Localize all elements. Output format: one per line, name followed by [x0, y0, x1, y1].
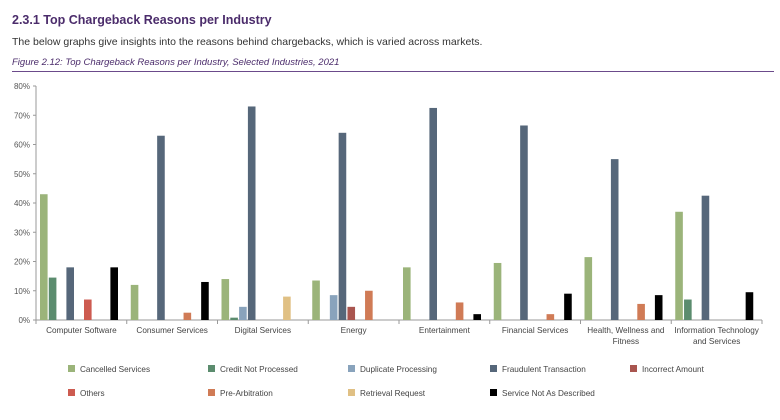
legend-swatch [490, 389, 497, 396]
bar-cancelled-services [312, 280, 320, 320]
category-label: Fitness [613, 337, 639, 346]
bar-pre-arbitration [546, 314, 555, 320]
legend-swatch [68, 365, 75, 372]
bar-fraudulent-transaction [247, 106, 256, 320]
bar-retrieval-request [283, 296, 291, 320]
bar-service-not-as-described [473, 314, 481, 320]
category-label: Financial Services [502, 326, 568, 335]
y-tick-label: 60% [14, 141, 30, 150]
bar-credit-not-processed [230, 317, 238, 320]
bar-pre-arbitration [637, 303, 645, 320]
bar-cancelled-services [130, 284, 139, 320]
category-label: Information Technology [674, 326, 759, 335]
bar-others [84, 299, 92, 320]
legend-swatch [208, 389, 215, 396]
y-tick-label: 10% [14, 287, 30, 296]
y-tick-label: 40% [14, 199, 30, 208]
bar-fraudulent-transaction [338, 132, 347, 320]
bar-duplicate-processing [239, 306, 247, 320]
category-label: and Services [693, 337, 740, 346]
bar-duplicate-processing [329, 295, 338, 320]
bar-service-not-as-described [201, 281, 209, 320]
category-label: Entertainment [419, 326, 471, 335]
bar-cancelled-services [40, 194, 48, 320]
y-tick-label: 80% [14, 82, 30, 91]
bar-credit-not-processed [684, 299, 692, 320]
bar-pre-arbitration [455, 302, 464, 320]
legend-label: Others [80, 389, 105, 398]
legend-label: Service Not As Described [502, 389, 595, 398]
bar-fraudulent-transaction [520, 125, 528, 320]
category-label: Digital Services [235, 326, 291, 335]
bar-service-not-as-described [654, 295, 663, 320]
bar-fraudulent-transaction [429, 107, 437, 320]
y-tick-label: 20% [14, 258, 30, 267]
category-label: Energy [341, 326, 368, 335]
bar-cancelled-services [675, 211, 683, 320]
legend-label: Incorrect Amount [642, 365, 705, 374]
y-tick-label: 0% [18, 316, 30, 325]
y-tick-label: 30% [14, 228, 30, 237]
section-title: 2.3.1 Top Chargeback Reasons per Industr… [12, 13, 272, 27]
intro-text: The below graphs give insights into the … [12, 36, 483, 48]
bar-fraudulent-transaction [66, 267, 74, 320]
legend-label: Retrieval Request [360, 389, 426, 398]
y-tick-label: 50% [14, 170, 30, 179]
legend-swatch [490, 365, 497, 372]
bar-incorrect-amount [347, 306, 356, 320]
bar-fraudulent-transaction [701, 195, 710, 320]
bar-credit-not-processed [48, 277, 57, 320]
legend-swatch [68, 389, 75, 396]
bar-cancelled-services [584, 257, 593, 320]
category-label: Health, Wellness and [587, 326, 665, 335]
legend-label: Duplicate Processing [360, 365, 437, 374]
legend-swatch [348, 365, 355, 372]
bar-fraudulent-transaction [157, 135, 165, 320]
figure-caption: Figure 2.12: Top Chargeback Reasons per … [12, 57, 340, 68]
legend-swatch [208, 365, 215, 372]
legend-swatch [348, 389, 355, 396]
legend-label: Cancelled Services [80, 365, 150, 374]
bar-cancelled-services [221, 279, 230, 320]
legend-label: Pre-Arbitration [220, 389, 273, 398]
category-label: Consumer Services [136, 326, 207, 335]
legend-label: Credit Not Processed [220, 365, 298, 374]
bar-service-not-as-described [564, 293, 572, 320]
bar-fraudulent-transaction [610, 159, 619, 320]
bar-cancelled-services [403, 267, 411, 320]
y-tick-label: 70% [14, 111, 30, 120]
bar-service-not-as-described [110, 267, 118, 320]
bar-pre-arbitration [183, 312, 192, 320]
caption-divider [12, 71, 774, 72]
bar-cancelled-services [493, 262, 502, 320]
bar-pre-arbitration [365, 290, 373, 320]
legend-label: Fraudulent Transaction [502, 365, 586, 374]
legend-swatch [630, 365, 637, 372]
category-label: Computer Software [46, 326, 117, 335]
bar-service-not-as-described [745, 292, 754, 320]
